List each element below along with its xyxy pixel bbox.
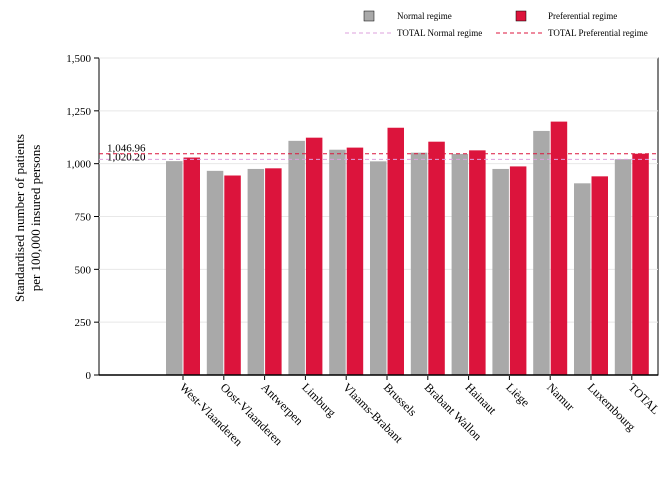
bar-preferential-regime [224, 175, 241, 375]
bar-normal-regime [492, 168, 509, 375]
y-tick-label: 1,250 [66, 106, 91, 118]
bar-preferential-regime [509, 166, 527, 375]
bar-preferential-regime [428, 141, 445, 375]
y-tick-label: 0 [86, 370, 92, 382]
y-axis-title-line: Standardised number of patients [12, 134, 27, 302]
bar-preferential-regime [346, 147, 364, 375]
x-tick-label: Liège [503, 380, 532, 409]
bar-preferential-regime [305, 137, 323, 375]
bar-normal-regime [329, 149, 346, 375]
y-axis-title: Standardised number of patientsper 100,0… [12, 134, 43, 302]
x-tick-label: Namur [544, 380, 577, 413]
legend-label-preferential-regime: Preferential regime [548, 11, 617, 21]
y-tick-label: 500 [75, 264, 92, 276]
bar-normal-regime [166, 161, 183, 375]
bar-normal-regime [206, 170, 224, 375]
bar-normal-regime [410, 152, 428, 375]
x-tick-label: Brussels [381, 380, 420, 419]
bar-normal-regime [370, 161, 387, 375]
legend-swatch-preferential-regime [515, 10, 527, 22]
legend-label-normal-regime: Normal regime [397, 11, 452, 21]
legend-swatch-normal-regime [363, 10, 375, 22]
bar-normal-regime [451, 153, 469, 375]
total-preferential-regime-value-label: 1,046.96 [107, 143, 146, 155]
bar-preferential-regime [183, 157, 200, 375]
bar-normal-regime [533, 130, 550, 375]
y-tick-label: 1,000 [66, 159, 91, 171]
x-tick-label: Limburg [299, 380, 338, 419]
legend-label-total-normal-regime: TOTAL Normal regime [397, 28, 482, 38]
y-axis-title-line: per 100,000 insured persons [28, 145, 43, 292]
bar-normal-regime [574, 183, 591, 375]
bar-normal-regime [614, 159, 632, 375]
bar-preferential-regime [387, 127, 404, 376]
bar-normal-regime [247, 168, 265, 375]
bar-preferential-regime [632, 153, 649, 375]
y-tick-label: 1,500 [66, 53, 91, 65]
legend-label-total-preferential-regime: TOTAL Preferential regime [548, 28, 648, 38]
y-tick-label: 750 [75, 212, 92, 224]
total-normal-regime-value-label: 1,020.20 [107, 151, 146, 163]
y-tick-label: 250 [75, 317, 92, 329]
x-tick-label: Hainaut [462, 380, 499, 417]
x-tick-label: TOTAL [626, 380, 663, 417]
bar-preferential-regime [265, 168, 282, 375]
bar-normal-regime [288, 140, 305, 375]
bar-preferential-regime [469, 150, 486, 375]
bar-preferential-regime [550, 121, 568, 376]
bar-preferential-regime [591, 176, 608, 375]
